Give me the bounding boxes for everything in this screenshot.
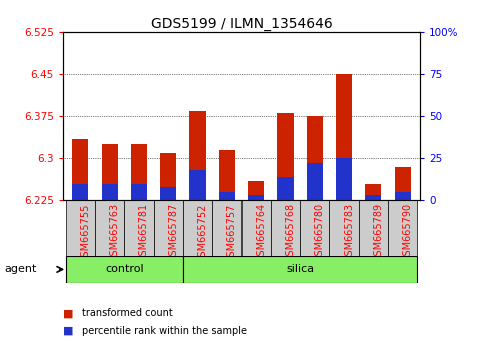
Bar xyxy=(154,200,183,256)
Bar xyxy=(131,144,147,200)
Bar xyxy=(395,192,411,200)
Text: GSM665780: GSM665780 xyxy=(315,203,325,262)
Text: GSM665783: GSM665783 xyxy=(344,203,354,262)
Text: GSM665781: GSM665781 xyxy=(139,203,149,262)
Title: GDS5199 / ILMN_1354646: GDS5199 / ILMN_1354646 xyxy=(151,17,332,31)
Bar xyxy=(72,184,88,200)
Bar xyxy=(219,192,235,200)
Bar xyxy=(248,181,264,200)
Text: GSM665763: GSM665763 xyxy=(110,203,120,262)
Text: control: control xyxy=(105,264,143,274)
Bar xyxy=(124,200,154,256)
Bar xyxy=(183,200,212,256)
Bar xyxy=(277,113,294,200)
Bar xyxy=(277,177,294,200)
Text: GSM665764: GSM665764 xyxy=(256,203,266,262)
Bar xyxy=(189,110,206,200)
Bar xyxy=(271,200,300,256)
Bar xyxy=(212,200,242,256)
Text: ■: ■ xyxy=(63,326,77,336)
Text: transformed count: transformed count xyxy=(82,308,173,318)
Text: GSM665790: GSM665790 xyxy=(403,203,412,262)
Bar xyxy=(131,184,147,200)
Text: ■: ■ xyxy=(63,308,77,318)
Bar xyxy=(395,167,411,200)
Bar xyxy=(101,184,118,200)
Bar xyxy=(160,153,176,200)
Bar xyxy=(189,170,206,200)
Text: GSM665787: GSM665787 xyxy=(168,203,178,262)
Bar xyxy=(242,200,271,256)
Text: GSM665752: GSM665752 xyxy=(198,203,208,263)
Bar xyxy=(388,200,417,256)
Text: agent: agent xyxy=(4,264,36,274)
Text: GSM665768: GSM665768 xyxy=(285,203,296,262)
Text: percentile rank within the sample: percentile rank within the sample xyxy=(82,326,247,336)
Text: GSM665755: GSM665755 xyxy=(80,203,90,263)
Bar xyxy=(95,200,124,256)
Bar xyxy=(101,144,118,200)
Bar xyxy=(307,163,323,200)
Bar xyxy=(66,256,183,283)
Bar xyxy=(66,200,95,256)
Text: silica: silica xyxy=(286,264,314,274)
Bar xyxy=(160,187,176,200)
Bar xyxy=(307,116,323,200)
Bar xyxy=(329,200,359,256)
Bar xyxy=(183,256,417,283)
Bar xyxy=(248,195,264,200)
Text: GSM665757: GSM665757 xyxy=(227,203,237,263)
Bar xyxy=(219,150,235,200)
Bar xyxy=(365,184,382,200)
Bar xyxy=(359,200,388,256)
Bar xyxy=(72,139,88,200)
Text: GSM665789: GSM665789 xyxy=(373,203,384,262)
Bar xyxy=(336,74,352,200)
Bar xyxy=(365,195,382,200)
Bar xyxy=(300,200,329,256)
Bar xyxy=(336,158,352,200)
